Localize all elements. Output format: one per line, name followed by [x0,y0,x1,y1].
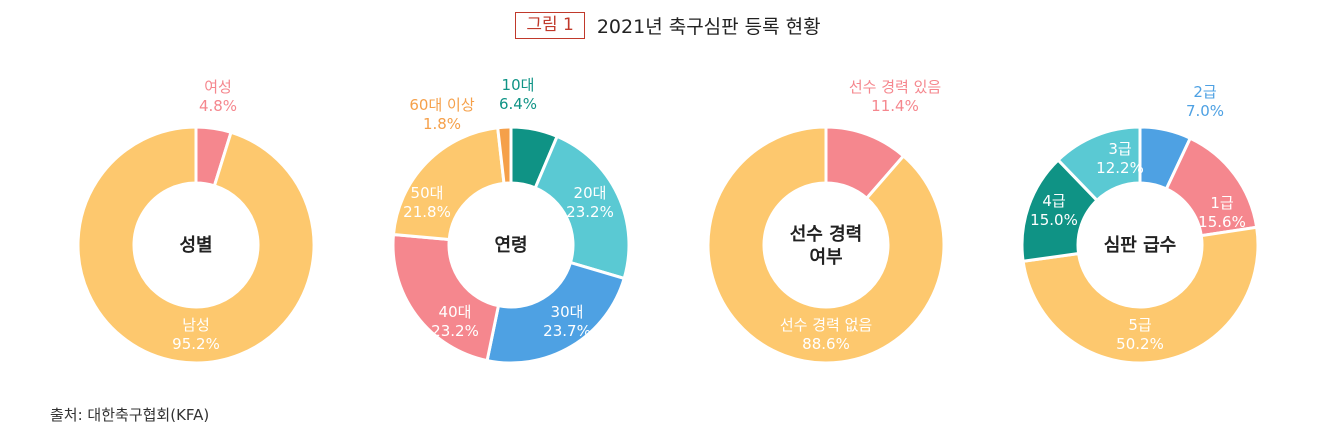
source-note: 출처: 대한축구협회(KFA) [50,406,210,424]
chart-2-slice-5 [391,126,506,242]
chart-2-slice-4-label: 40대 23.2% [431,303,479,340]
chart-2-center-label: 연령 [494,235,527,256]
chart-2-slice-3 [485,260,627,365]
chart-2-slice-3-label: 30대 23.7% [543,303,591,340]
chart-4-slice-5-label: 3급 12.2% [1096,140,1144,177]
chart-1-center-label: 성별 [179,235,212,256]
chart-2-slice-5-label: 50대 21.8% [403,184,451,221]
chart-2-slice-6 [496,125,513,186]
chart-4-slice-5 [1056,125,1142,203]
chart-1-slice-2 [76,125,316,365]
chart-4-slice-2-label: 1급 15.6% [1198,194,1246,231]
chart-4-slice-1-label: 2급 7.0% [1186,83,1224,120]
chart-4-slice-3-label: 5급 50.2% [1116,316,1164,353]
chart-1-slice-1-label: 여성 4.8% [199,78,237,115]
figure-title-row: 그림 1 2021년 축구심판 등록 현황 [0,10,1336,40]
chart-2-slice-6-label: 60대 이상 1.8% [409,96,474,133]
figure-number-badge: 그림 1 [515,11,585,39]
chart-3-slice-2 [706,125,946,365]
chart-4-slice-3 [1021,225,1260,365]
chart-2-slice-2 [533,134,631,281]
chart-2-slice-2-label: 20대 23.2% [566,184,614,221]
chart-3-center-label: 선수 경력 여부 [790,224,863,268]
chart-2-slice-4 [391,232,501,363]
chart-4-center-label: 심판 급수 [1104,235,1177,256]
chart-1-slice-2-label: 남성 95.2% [172,316,220,353]
chart-2-slice-1-label: 10대 6.4% [499,76,537,113]
chart-3-slice-1-label: 선수 경력 있음 11.4% [849,78,941,115]
figure-title: 2021년 축구심판 등록 현황 [596,15,821,38]
chart-4-slice-4-label: 4급 15.0% [1030,192,1078,229]
chart-3-slice-2-label: 선수 경력 없음 88.6% [780,316,872,353]
